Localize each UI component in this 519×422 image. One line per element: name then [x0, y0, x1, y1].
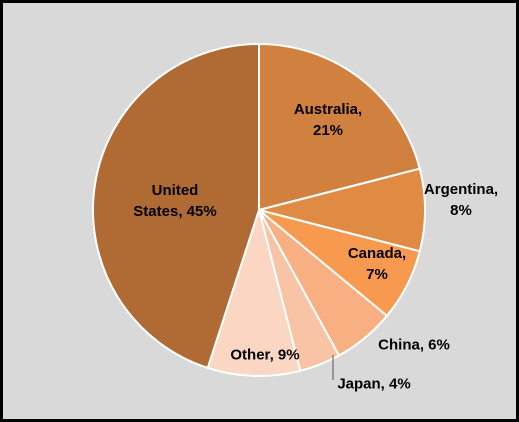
data-label: Australia, 21% — [293, 101, 363, 139]
chart — [92, 42, 426, 380]
data-label: Argentina, 8% — [423, 181, 499, 219]
pie-slice — [206, 206, 302, 377]
data-label: China, 6% — [378, 336, 450, 354]
data-label: Other, 9% — [230, 346, 300, 364]
pie-slice — [92, 42, 260, 370]
data-label: Japan, 4% — [337, 375, 411, 393]
pie-slice — [258, 42, 422, 212]
data-label: Canada, 7% — [347, 245, 407, 283]
data-label: United States, 45% — [133, 182, 217, 220]
